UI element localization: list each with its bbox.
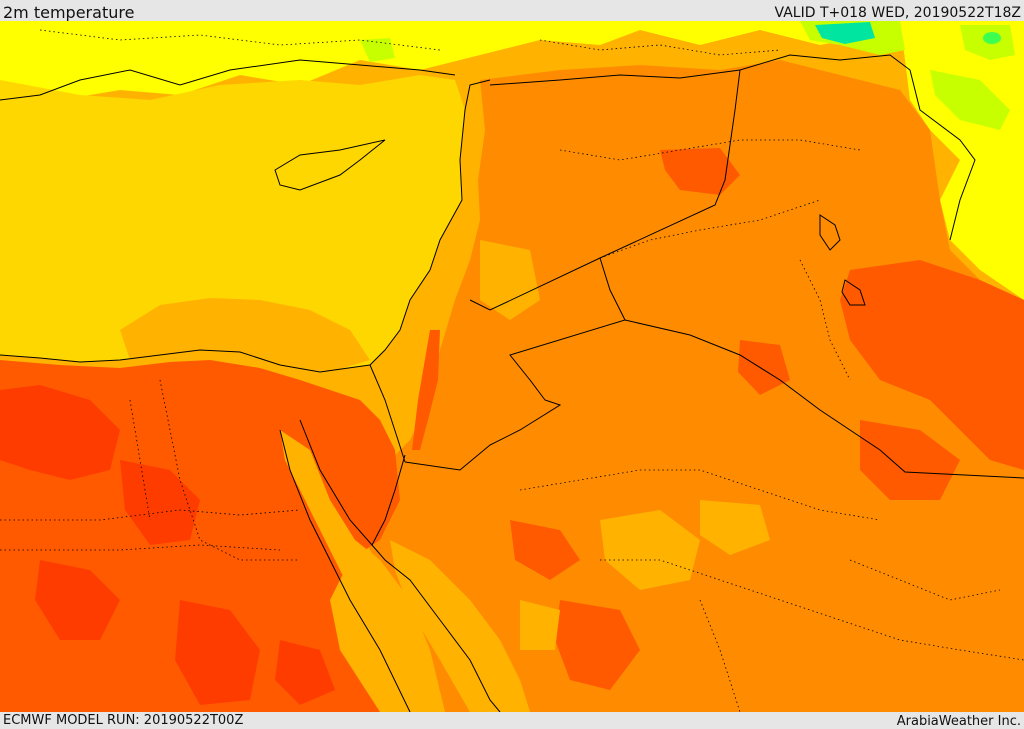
anatolia-warm-zone — [0, 21, 1024, 100]
header-bar: 2m temperature VALID T+018 WED, 20190522… — [0, 0, 1024, 22]
sea-warm-patch — [120, 298, 370, 372]
hot-spot-nile — [175, 600, 260, 705]
syria-cool-patch — [480, 240, 540, 320]
model-run-label: ECMWF MODEL RUN: 20190522T00Z — [3, 713, 244, 728]
arabia-hot-patch — [510, 520, 580, 580]
dead-sea-hot-strip — [412, 330, 440, 450]
hot-spot-egypt-west — [0, 385, 120, 480]
arabia-coastal-band — [390, 540, 530, 712]
gulf-hot-zone — [860, 420, 960, 500]
hot-spot-egypt-center — [120, 460, 200, 545]
country-borders — [369, 54, 1024, 479]
arabia-cool-patch-1 — [600, 510, 700, 590]
credit-label: ArabiaWeather Inc. — [896, 714, 1021, 729]
cold-patch-ridge — [930, 70, 1010, 130]
cold-spot-east — [983, 32, 1001, 44]
valid-time: VALID T+018 WED, 20190522T18Z — [774, 5, 1021, 21]
cold-patch-mountain — [360, 38, 395, 62]
coastlines — [0, 59, 866, 712]
footer-bar: ECMWF MODEL RUN: 20190522T00Z ArabiaWeat… — [0, 712, 1024, 729]
mediterranean-sea — [0, 75, 465, 372]
arabia-cool-patch-3 — [520, 600, 560, 650]
iraq-hot-patch — [738, 340, 790, 395]
najd-hot-patch — [555, 600, 640, 690]
syria-hot-patch — [660, 148, 740, 195]
temperature-map[interactable] — [0, 21, 1024, 712]
hot-spot-egypt-south — [35, 560, 120, 640]
admin-boundaries — [0, 29, 1024, 712]
zagros-cool-zone — [900, 21, 1024, 300]
red-sea-coast — [280, 430, 445, 712]
arabia-cool-patch-2 — [700, 500, 770, 555]
field-title: 2m temperature — [3, 3, 135, 22]
cold-patch-core — [815, 22, 875, 44]
hot-spot-sudan — [275, 640, 335, 705]
iraq-hot-zone — [840, 260, 1024, 470]
